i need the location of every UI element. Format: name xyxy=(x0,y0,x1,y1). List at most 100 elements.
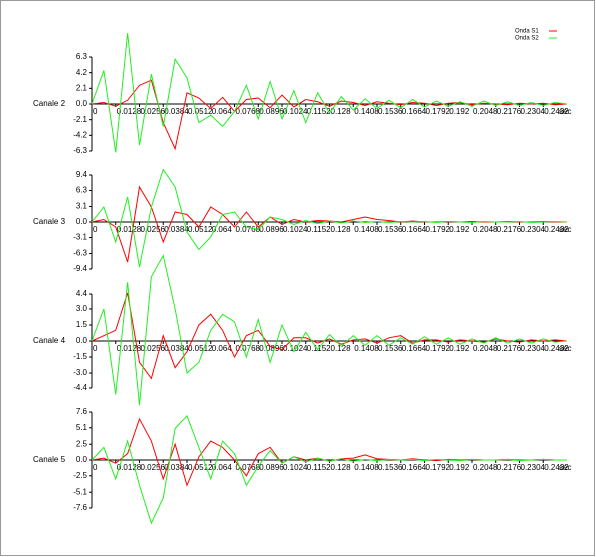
y-tick-label: 5.1 xyxy=(76,423,88,432)
y-tick-label: 3.0 xyxy=(76,304,88,313)
x-tick-label: 0.0768 xyxy=(236,344,261,353)
x-tick-label: 0 xyxy=(93,225,98,234)
y-tick-label: 6.3 xyxy=(76,186,88,195)
x-tick-label: 0.1408 xyxy=(354,225,379,234)
y-tick-label: -3.0 xyxy=(73,368,87,377)
y-tick-label: 0.0 xyxy=(76,455,88,464)
y-tick-label: -6.3 xyxy=(73,146,87,155)
y-axis-label: Canale 3 xyxy=(33,217,66,226)
x-tick-label: 0.0384 xyxy=(164,463,189,472)
y-tick-label: 3.1 xyxy=(76,202,88,211)
x-tick-label: 0 xyxy=(93,463,98,472)
y-tick-label: 6.3 xyxy=(76,52,88,61)
x-tick-label: 0.2048 xyxy=(473,225,498,234)
x-tick-label: 0.0896 xyxy=(259,463,284,472)
x-tick-label: 0.0512 xyxy=(188,225,213,234)
x-tick-label: 0.2176 xyxy=(497,225,522,234)
x-tick-label: 0.0512 xyxy=(188,463,213,472)
x-tick-label: 0.1152 xyxy=(307,107,331,116)
y-tick-label: 4.2 xyxy=(76,68,88,77)
x-tick-label: 0.1152 xyxy=(307,463,331,472)
y-axis-label: Canale 4 xyxy=(33,336,66,345)
x-tick-label: 0.1536 xyxy=(378,225,403,234)
x-tick-label: 0.2048 xyxy=(473,463,498,472)
x-tick-label: 0.0128 xyxy=(117,463,142,472)
x-tick-label: 0.1792 xyxy=(426,107,451,116)
x-tick-label: 0.2304 xyxy=(521,463,546,472)
x-tick-label: 0.064 xyxy=(212,463,233,472)
x-tick-label: 0.192 xyxy=(449,463,470,472)
x-tick-label: 0.2304 xyxy=(521,107,546,116)
x-axis-label: sec xyxy=(559,463,571,472)
x-tick-label: 0.0128 xyxy=(117,225,142,234)
y-tick-label: 0.0 xyxy=(76,99,88,108)
x-tick-label: 0.1152 xyxy=(307,225,331,234)
x-tick-label: 0.1536 xyxy=(378,107,403,116)
y-tick-label: -4.2 xyxy=(73,130,87,139)
x-tick-label: 0.1664 xyxy=(402,463,427,472)
x-tick-label: 0.2304 xyxy=(521,344,546,353)
x-tick-label: 0.064 xyxy=(212,344,233,353)
series-line xyxy=(91,414,567,525)
x-tick-label: 0.0896 xyxy=(259,107,284,116)
y-tick-label: 2.5 xyxy=(76,439,88,448)
x-tick-label: 0.2432 xyxy=(544,463,569,472)
x-tick-label: 0.0128 xyxy=(117,344,142,353)
x-tick-label: 0.0256 xyxy=(141,344,166,353)
x-tick-label: 0 xyxy=(93,344,98,353)
series-line xyxy=(91,168,568,268)
y-tick-label: 2.1 xyxy=(76,83,88,92)
x-tick-label: 0.0768 xyxy=(236,225,261,234)
y-tick-label: -1.5 xyxy=(73,352,87,361)
x-tick-label: 0.0896 xyxy=(259,344,284,353)
x-tick-label: 0.0896 xyxy=(259,225,284,234)
y-tick-label: -6.3 xyxy=(73,249,87,258)
x-tick-label: 0.1024 xyxy=(283,225,308,234)
x-tick-label: 0.0256 xyxy=(141,107,166,116)
x-tick-label: 0.2048 xyxy=(473,344,498,353)
x-tick-label: 0.0768 xyxy=(236,107,261,116)
series-line xyxy=(91,79,568,151)
x-tick-label: 0.128 xyxy=(331,225,352,234)
legend-label: Onda S2 xyxy=(515,36,539,42)
y-tick-label: -7.6 xyxy=(73,503,87,512)
y-tick-label: 9.4 xyxy=(76,170,88,179)
x-tick-label: 0.1408 xyxy=(354,344,379,353)
x-tick-label: 0.0384 xyxy=(164,344,189,353)
x-tick-label: 0.1664 xyxy=(402,107,427,116)
x-tick-label: 0.0256 xyxy=(141,225,166,234)
y-tick-label: -3.1 xyxy=(73,233,87,242)
y-axis-label: Canale 2 xyxy=(33,99,66,108)
y-axis-label: Canale 5 xyxy=(33,455,66,464)
series-line xyxy=(91,254,568,406)
y-tick-label: -2.5 xyxy=(73,471,87,480)
x-tick-label: 0.0128 xyxy=(117,107,142,116)
x-tick-label: 0.2432 xyxy=(544,344,569,353)
x-tick-label: 0.2304 xyxy=(521,225,546,234)
x-axis-label: sec xyxy=(559,107,571,116)
x-axis-label: sec xyxy=(559,225,571,234)
x-tick-label: 0.2432 xyxy=(544,225,569,234)
x-tick-label: 0.128 xyxy=(331,107,352,116)
x-tick-label: 0.1536 xyxy=(378,463,403,472)
x-tick-label: 0.2432 xyxy=(544,107,569,116)
x-tick-label: 0.0512 xyxy=(188,107,213,116)
y-tick-label: 1.5 xyxy=(76,320,88,329)
x-tick-label: 0.0384 xyxy=(164,225,189,234)
x-tick-label: 0 xyxy=(93,107,98,116)
x-tick-label: 0.128 xyxy=(331,344,352,353)
x-tick-label: 0.192 xyxy=(449,344,470,353)
x-tick-label: 0.1408 xyxy=(354,463,379,472)
x-tick-label: 0.064 xyxy=(212,225,233,234)
y-tick-label: -4.4 xyxy=(73,383,87,392)
x-tick-label: 0.0768 xyxy=(236,463,261,472)
x-tick-label: 0.1536 xyxy=(378,344,403,353)
x-tick-label: 0.2176 xyxy=(497,107,522,116)
y-tick-label: 7.6 xyxy=(76,407,88,416)
x-tick-label: 0.1664 xyxy=(402,225,427,234)
y-tick-label: 4.4 xyxy=(76,289,88,298)
x-tick-label: 0.2176 xyxy=(497,344,522,353)
x-tick-label: 0.2048 xyxy=(473,107,498,116)
x-tick-label: 0.1792 xyxy=(426,225,451,234)
